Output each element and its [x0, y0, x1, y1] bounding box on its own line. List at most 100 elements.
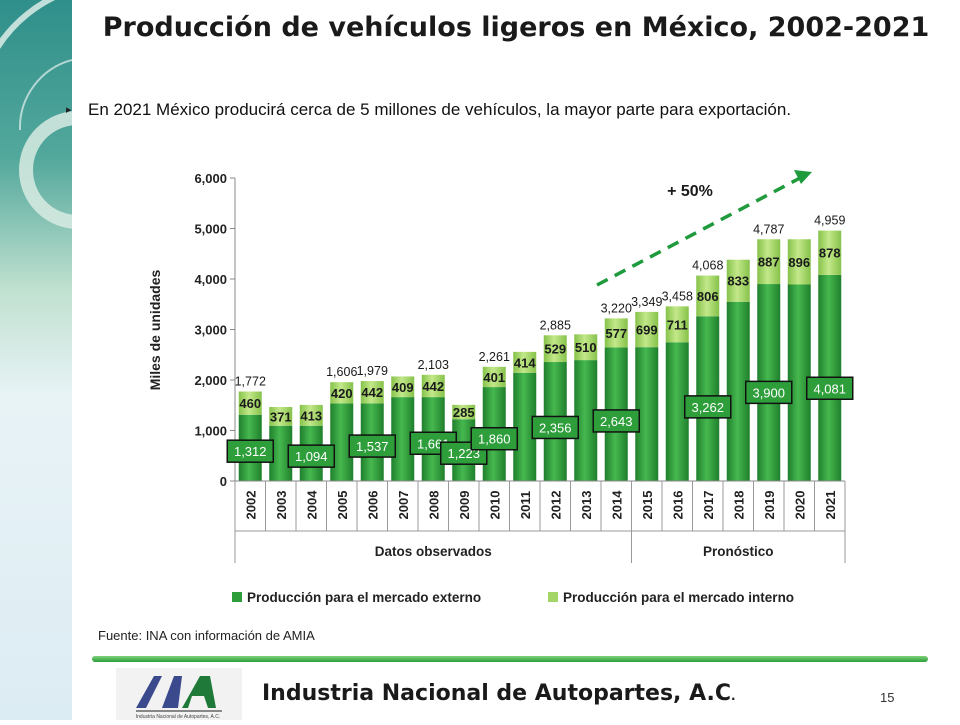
page-number: 15: [880, 690, 895, 705]
x-tick-label: 2016: [670, 491, 685, 520]
total-value-label: 4,959: [814, 214, 845, 228]
trend-arrow-head: [794, 170, 812, 184]
group-label: Datos observados: [375, 544, 492, 559]
external-value-label: 2,356: [539, 420, 572, 435]
x-tick-label: 2019: [762, 491, 777, 520]
bar-internal: [726, 259, 750, 302]
bar-external: [787, 284, 811, 481]
internal-value-label: 896: [788, 255, 810, 270]
footer-organization: Industria Nacional de Autopartes, A.C.: [262, 681, 736, 706]
bar-internal: [635, 311, 659, 348]
growth-annotation: + 50%: [667, 183, 713, 200]
bar-external: [635, 347, 659, 481]
bar-internal: [604, 318, 628, 348]
bar-external: [726, 301, 750, 481]
external-value-box: [470, 426, 518, 451]
total-value-label: 2,885: [540, 318, 571, 332]
bar-internal: [787, 239, 811, 285]
internal-value-label: 699: [636, 323, 658, 338]
total-value-label: 2,103: [418, 358, 449, 372]
external-value-box: [806, 376, 854, 401]
decorative-arcs: [0, 0, 72, 229]
bar-external: [513, 372, 537, 481]
y-tick-label: 4,000: [194, 272, 227, 287]
external-value-box: [745, 380, 793, 405]
bar-internal: [299, 404, 323, 426]
total-value-label: 4,787: [753, 222, 784, 236]
bar-internal: [452, 404, 476, 420]
internal-value-label: 529: [544, 342, 566, 357]
external-value-label: 3,900: [752, 385, 785, 400]
total-value-label: 3,220: [601, 301, 632, 315]
internal-value-label: 409: [392, 380, 414, 395]
bar-internal: [238, 391, 262, 415]
external-value-box: [348, 434, 396, 458]
internal-value-label: 442: [361, 385, 383, 400]
x-tick-label: 2017: [701, 491, 716, 520]
external-value-label: 1,860: [478, 432, 511, 447]
legend-swatch-internal: [548, 592, 558, 602]
bar-internal: [269, 407, 293, 426]
x-tick-label: 2011: [518, 491, 533, 519]
external-value-box: [531, 415, 579, 440]
footer-divider: [92, 656, 928, 662]
y-tick-label: 1,000: [194, 424, 227, 439]
external-value-box: [684, 395, 732, 419]
slide-title: Producción de vehículos ligeros en Méxic…: [102, 12, 930, 43]
bar-external: [391, 397, 415, 481]
x-tick-label: 2005: [335, 491, 350, 520]
bar-internal: [360, 381, 384, 404]
internal-value-label: 711: [667, 317, 688, 332]
internal-value-label: 442: [422, 379, 444, 394]
total-value-label: 1,772: [235, 375, 266, 389]
x-tick-label: 2013: [579, 491, 594, 520]
external-value-label: 1,094: [295, 449, 328, 464]
legend-swatch-external: [232, 592, 242, 602]
y-tick-label: 6,000: [194, 171, 227, 186]
internal-value-label: 577: [605, 326, 627, 341]
x-tick-label: 2008: [426, 491, 441, 520]
total-value-label: 4,068: [692, 259, 723, 273]
internal-value-label: 878: [819, 246, 841, 261]
y-tick-label: 3,000: [194, 323, 227, 338]
x-tick-label: 2015: [640, 491, 655, 520]
total-value-label: 3,349: [631, 295, 662, 309]
internal-value-label: 460: [239, 396, 261, 411]
bar-internal: [665, 306, 689, 343]
bar-external: [574, 360, 598, 481]
x-tick-label: 2004: [304, 490, 319, 520]
bar-internal: [421, 374, 445, 398]
bullet-arrow-icon: ▸: [66, 104, 72, 116]
external-value-label: 1,537: [356, 439, 389, 454]
internal-value-label: 285: [453, 405, 475, 420]
total-value-label: 2,261: [479, 350, 510, 364]
legend-label-external: Producción para el mercado externo: [247, 590, 481, 605]
x-tick-label: 2006: [365, 491, 380, 520]
y-axis-title: Miles de unidades: [147, 269, 163, 390]
x-tick-label: 2018: [731, 491, 746, 520]
external-value-box: [592, 409, 640, 433]
y-tick-label: 0: [220, 474, 227, 489]
internal-value-label: 806: [697, 289, 719, 304]
external-value-label: 4,081: [813, 381, 846, 396]
external-value-label: 3,262: [691, 400, 724, 415]
source-note: Fuente: INA con información de AMIA: [98, 628, 315, 643]
x-tick-label: 2009: [457, 491, 472, 520]
bar-internal: [757, 239, 781, 285]
x-tick-label: 2021: [823, 491, 838, 520]
x-tick-label: 2020: [792, 491, 807, 520]
internal-value-label: 510: [575, 340, 597, 355]
bar-external: [665, 342, 689, 481]
bar-internal: [696, 275, 720, 317]
y-tick-label: 5,000: [194, 222, 227, 237]
bar-internal: [818, 230, 842, 275]
external-value-box: [226, 439, 274, 463]
bar-internal: [482, 366, 506, 388]
x-tick-label: 2014: [609, 490, 624, 520]
internal-value-label: 414: [514, 355, 536, 370]
bar-internal: [330, 382, 354, 404]
total-value-label: 1,979: [357, 364, 388, 378]
decorative-side-bar: [0, 0, 72, 720]
total-value-label: 3,458: [662, 289, 693, 303]
